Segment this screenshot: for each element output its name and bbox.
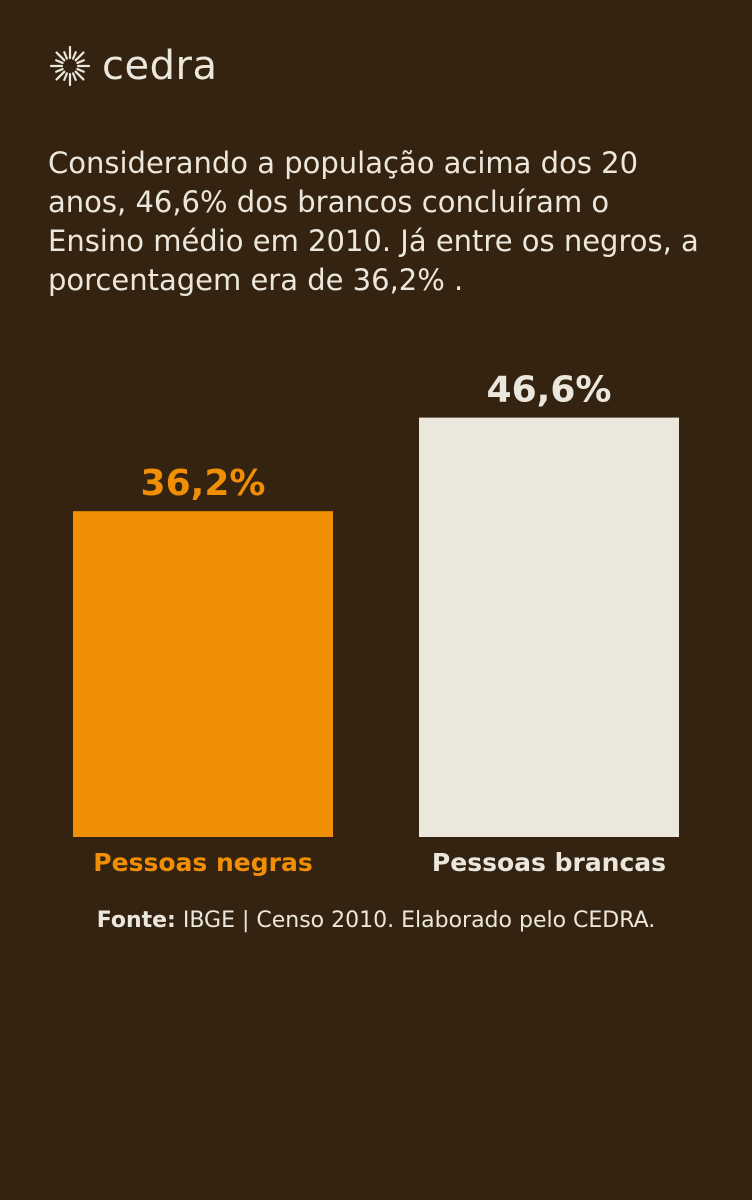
brand-logo: cedra <box>48 44 217 88</box>
logo-ray <box>63 51 69 60</box>
logo-ray <box>76 67 85 73</box>
bar-chart: 36,2% Pessoas negras 46,6% Pessoas brancas <box>73 370 679 877</box>
logo-ray <box>76 59 85 65</box>
bar-value-label: 46,6% <box>487 370 612 411</box>
logo-ray <box>55 70 66 81</box>
source-note: Fonte: IBGE | Censo 2010. Elaborado pelo… <box>0 908 752 933</box>
sun-logo-icon <box>49 45 91 87</box>
logo-ray <box>71 72 77 81</box>
category-label: Pessoas brancas <box>432 848 666 877</box>
logo-ray <box>55 51 66 62</box>
logo-ray <box>71 51 77 60</box>
bar <box>419 417 679 837</box>
logo-ray <box>55 67 64 73</box>
logo-ray <box>63 72 69 81</box>
category-label: Pessoas negras <box>93 848 312 877</box>
logo-ray <box>74 51 85 62</box>
intro-text: Considerando a população acima dos 20 an… <box>48 146 699 297</box>
logo-ray <box>55 59 64 65</box>
logo-ray <box>74 70 85 81</box>
bar <box>73 511 333 837</box>
source-text: IBGE | Censo 2010. Elaborado pelo CEDRA. <box>182 908 656 933</box>
bar-value-label: 36,2% <box>141 463 266 504</box>
source-label: Fonte: <box>96 908 176 933</box>
brand-name: cedra <box>102 43 218 89</box>
